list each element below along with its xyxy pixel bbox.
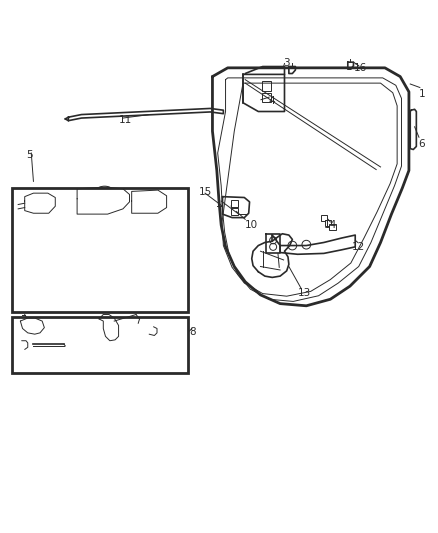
Bar <box>231 208 238 215</box>
FancyBboxPatch shape <box>12 188 188 312</box>
FancyBboxPatch shape <box>12 317 188 374</box>
Bar <box>262 81 272 91</box>
Bar <box>231 200 238 207</box>
Text: 4: 4 <box>268 95 275 106</box>
Text: 8: 8 <box>190 327 196 337</box>
Text: 14: 14 <box>324 220 337 230</box>
Bar <box>329 224 336 230</box>
Text: 12: 12 <box>352 242 365 252</box>
Text: 10: 10 <box>245 220 258 230</box>
Text: 11: 11 <box>119 115 132 125</box>
Text: 15: 15 <box>199 187 212 197</box>
Text: 1: 1 <box>419 89 425 99</box>
Bar <box>325 220 331 226</box>
Bar <box>262 93 272 102</box>
Text: 13: 13 <box>297 288 311 298</box>
Bar <box>321 215 327 221</box>
Text: 3: 3 <box>283 59 290 68</box>
Text: 5: 5 <box>26 150 32 160</box>
Text: 6: 6 <box>419 139 425 149</box>
Text: 16: 16 <box>354 63 367 73</box>
